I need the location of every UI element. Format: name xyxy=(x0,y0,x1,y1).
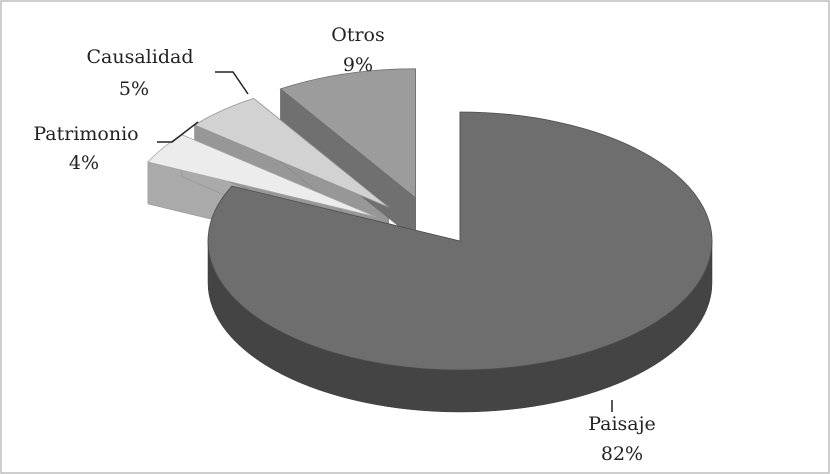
pie-slice xyxy=(279,68,416,199)
pie xyxy=(147,68,713,413)
slice-label: Causalidad xyxy=(87,46,194,68)
slice-label: Patrimonio xyxy=(33,123,138,145)
leader-line xyxy=(157,121,199,143)
slice-label: Paisaje xyxy=(588,413,656,435)
slice-value-label: 4% xyxy=(69,152,99,174)
slice-value-label: 9% xyxy=(343,54,373,76)
slice-tops xyxy=(147,68,713,371)
leader-line xyxy=(215,71,249,95)
slice-value-label: 82% xyxy=(601,443,643,465)
pie-slice xyxy=(207,111,713,371)
slice-label: Otros xyxy=(331,24,384,46)
slice-value-label: 5% xyxy=(119,78,149,100)
